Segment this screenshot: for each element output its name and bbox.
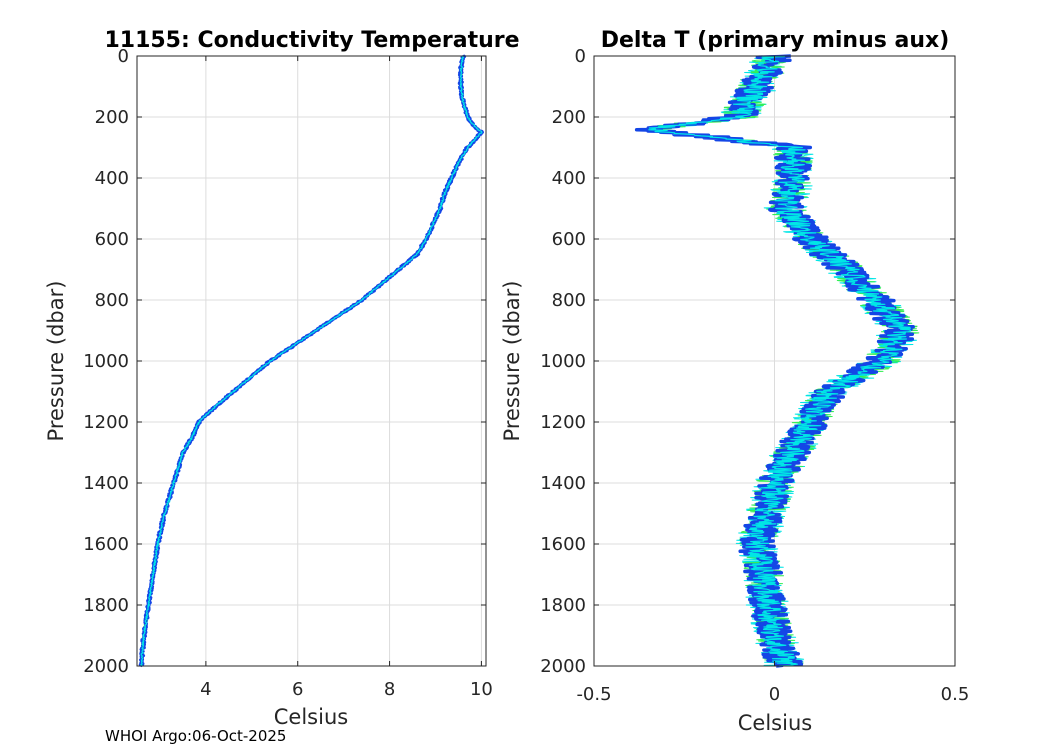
left-x-tick-label: 8 [384, 679, 395, 700]
left-grid [137, 55, 486, 667]
right-y-tick-label: 1200 [540, 412, 586, 433]
left-y-axis-label: Pressure (dbar) [44, 281, 68, 442]
left-panel: 0 200 400 600 800 1000 1200 1400 1600 1800 2000 4 6 8… [44, 28, 520, 729]
right-y-tick-label: 200 [552, 107, 586, 128]
left-y-tick-label: 1800 [83, 595, 129, 616]
left-y-tick-label: 600 [95, 229, 129, 250]
left-x-tick-label: 4 [200, 679, 211, 700]
right-y-tick-label: 400 [552, 168, 586, 189]
footer-stamp: WHOI Argo:06-Oct-2025 [105, 727, 286, 745]
left-x-axis-label: Celsius [274, 705, 348, 729]
left-x-tick-label: 10 [470, 679, 493, 700]
left-y-tick-label: 2000 [83, 656, 129, 677]
left-y-tick-label: 800 [95, 290, 129, 311]
right-x-axis-label: Celsius [738, 711, 812, 735]
right-y-tick-label: 1800 [540, 595, 586, 616]
right-y-tick-label: 1400 [540, 473, 586, 494]
right-series [634, 54, 920, 668]
right-overlay-trace [648, 55, 912, 667]
right-x-tick-label: 0.5 [941, 684, 970, 705]
left-series [138, 54, 484, 668]
right-chart-title: Delta T (primary minus aux) [601, 28, 950, 53]
left-y-tick-label: 1400 [83, 473, 129, 494]
right-panel: 0 200 400 600 800 1000 1200 1400 1600 1800 2000 -0.… [500, 28, 969, 735]
left-overlay-trace [140, 55, 483, 667]
left-y-tick-label: 200 [95, 107, 129, 128]
right-y-tick-label: 1000 [540, 351, 586, 372]
left-x-tick-label: 6 [292, 679, 303, 700]
left-chart-title: 11155: Conductivity Temperature [104, 28, 519, 53]
right-x-tick-label: -0.5 [576, 684, 611, 705]
right-y-tick-label: 1600 [540, 534, 586, 555]
right-y-tick-label: 600 [552, 229, 586, 250]
right-y-tick-label: 0 [575, 46, 586, 67]
right-y-tick-label: 800 [552, 290, 586, 311]
right-x-tick-label: 0 [769, 684, 780, 705]
left-y-tick-label: 1200 [83, 412, 129, 433]
right-y-tick-label: 2000 [540, 656, 586, 677]
right-ticks: 0 200 400 600 800 1000 1200 1400 1600 1800 2000 -0.… [540, 46, 969, 705]
left-y-tick-label: 0 [118, 46, 129, 67]
left-y-tick-label: 400 [95, 168, 129, 189]
left-y-tick-label: 1000 [83, 351, 129, 372]
left-ticks: 0 200 400 600 800 1000 1200 1400 1600 1800 2000 4 6 8… [83, 46, 493, 700]
right-y-axis-label: Pressure (dbar) [500, 281, 524, 442]
left-y-tick-label: 1600 [83, 534, 129, 555]
